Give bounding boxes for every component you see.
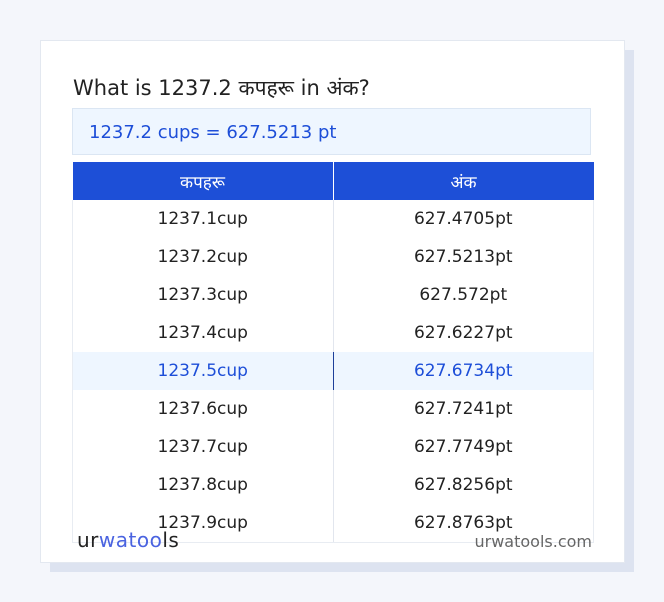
cup-value: 1237.3cup xyxy=(72,276,334,314)
cup-value: 1237.4cup xyxy=(72,314,334,352)
pt-value: 627.8256pt xyxy=(333,466,594,504)
pt-value: 627.7749pt xyxy=(333,428,594,466)
site-link[interactable]: urwatools.com xyxy=(474,532,593,551)
conversion-table: कपहरू अंक 1237.1cup 627.4705pt 1237.2cup 62… xyxy=(72,162,594,543)
page-title: What is 1237.2 कपहरू in अंक? xyxy=(73,76,370,100)
table-row: 1237.5cup 627.6734pt xyxy=(72,352,594,390)
cup-value: 1237.8cup xyxy=(72,466,334,504)
table-row: 1237.6cup 627.7241pt xyxy=(72,390,594,428)
cup-value: 1237.5cup xyxy=(72,352,334,390)
pt-value: 627.8763pt xyxy=(333,504,594,543)
table-row: 1237.3cup 627.572pt xyxy=(72,276,594,314)
table-row: 1237.2cup 627.5213pt xyxy=(72,238,594,276)
table-row: 1237.1cup 627.4705pt xyxy=(72,200,594,238)
table-row: 1237.4cup 627.6227pt xyxy=(72,314,594,352)
pt-value: 627.7241pt xyxy=(333,390,594,428)
pt-value: 627.6227pt xyxy=(333,314,594,352)
column-header-from: कपहरू xyxy=(72,162,334,200)
table-row: 1237.7cup 627.7749pt xyxy=(72,428,594,466)
converter-card: What is 1237.2 कपहरू in अंक? 1237.2 cups… xyxy=(40,40,625,563)
table-row: 1237.8cup 627.8256pt xyxy=(72,466,594,504)
column-header-to: अंक xyxy=(333,162,594,200)
pt-value: 627.6734pt xyxy=(333,352,594,390)
pt-value: 627.572pt xyxy=(333,276,594,314)
pt-value: 627.4705pt xyxy=(333,200,594,238)
table-row: 1237.9cup 627.8763pt xyxy=(72,504,594,543)
cup-value: 1237.7cup xyxy=(72,428,334,466)
conversion-result: 1237.2 cups = 627.5213 pt xyxy=(72,108,591,155)
cup-value: 1237.6cup xyxy=(72,390,334,428)
cup-value: 1237.1cup xyxy=(72,200,334,238)
cup-value: 1237.2cup xyxy=(72,238,334,276)
cup-value: 1237.9cup xyxy=(72,504,334,543)
urwatools-logo[interactable]: urwatools xyxy=(77,528,180,552)
pt-value: 627.5213pt xyxy=(333,238,594,276)
